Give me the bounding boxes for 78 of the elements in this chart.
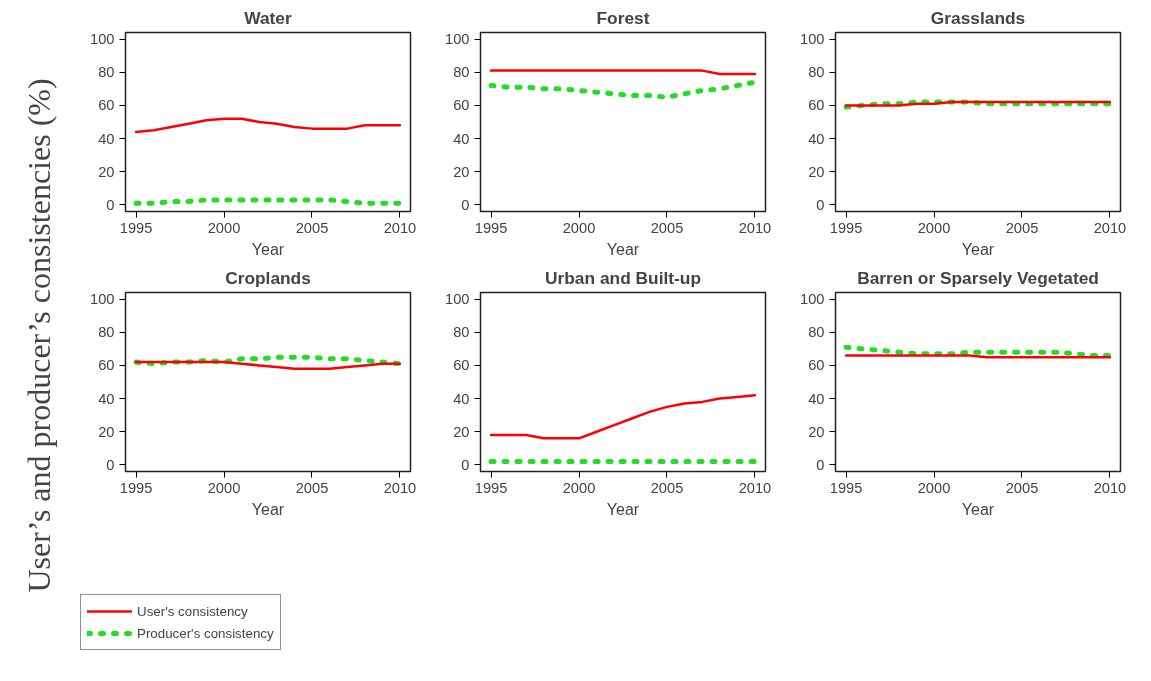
x-tick-label: 1995 [474,479,508,496]
x-tick-label: 2010 [383,479,417,496]
chart-title: Barren or Sparsely Vegetated [857,267,1099,288]
x-tick-label: 2005 [295,219,329,236]
x-axis-title: Year [961,500,995,518]
x-tick-label: 1995 [474,219,508,236]
y-tick-label: 20 [98,423,115,440]
x-tick-label: 1995 [829,479,863,496]
y-tick-label: 80 [98,324,115,341]
legend-label: User's consistency [137,603,248,619]
y-tick-label: 40 [453,390,470,407]
y-tick-label: 0 [816,196,825,213]
legend-label: Producer's consistency [137,625,274,641]
y-tick-label: 80 [453,64,470,81]
y-tick-label: 0 [106,456,115,473]
y-tick-label: 100 [445,291,470,308]
x-tick-label: 2005 [295,479,329,496]
x-tick-label: 2000 [917,219,951,236]
y-axis-title: User’s and producer’s consistencies (%) [21,78,57,593]
x-tick-label: 2010 [1093,219,1127,236]
y-tick-label: 20 [453,163,470,180]
x-axis-title: Year [961,240,995,258]
x-tick-label: 2000 [207,479,241,496]
y-tick-label: 100 [800,291,825,308]
y-tick-label: 100 [445,31,470,48]
x-tick-label: 2010 [383,219,417,236]
x-tick-label: 2005 [1005,479,1039,496]
y-tick-label: 100 [800,31,825,48]
line-series [134,117,402,134]
y-tick-label: 40 [808,130,825,147]
x-tick-label: 1995 [829,219,863,236]
y-tick-label: 0 [461,196,470,213]
chart-title: Grasslands [930,7,1026,28]
y-tick-label: 20 [808,423,825,440]
y-tick-label: 40 [98,130,115,147]
x-tick-label: 2010 [1093,479,1127,496]
y-tick-label: 60 [98,97,115,114]
y-tick-label: 20 [808,163,825,180]
x-tick-label: 2000 [562,219,596,236]
y-tick-label: 80 [808,64,825,81]
x-axis-title: Year [251,240,285,258]
x-tick-label: 2005 [1005,219,1039,236]
x-tick-label: 1995 [119,479,153,496]
y-tick-label: 60 [808,357,825,374]
x-tick-label: 2000 [207,219,241,236]
y-tick-label: 80 [453,324,470,341]
y-tick-label: 20 [453,423,470,440]
x-tick-label: 1995 [119,219,153,236]
x-tick-label: 2005 [650,219,684,236]
y-tick-label: 100 [90,31,115,48]
line-series [489,394,757,440]
x-tick-label: 2000 [562,479,596,496]
y-tick-label: 100 [90,291,115,308]
x-tick-label: 2010 [738,219,772,236]
y-tick-label: 60 [98,357,115,374]
x-axis-title: Year [606,500,640,518]
y-tick-label: 60 [453,357,470,374]
chart-title: Water [244,7,293,28]
x-axis-title: Year [251,500,285,518]
line-series [134,360,402,370]
x-tick-label: 2010 [738,479,772,496]
chart-title: Croplands [225,267,311,288]
y-tick-label: 60 [453,97,470,114]
y-tick-label: 0 [461,456,470,473]
y-tick-label: 20 [98,163,115,180]
x-tick-label: 2005 [650,479,684,496]
y-tick-label: 60 [808,97,825,114]
chart-title: Forest [596,7,650,28]
y-tick-label: 40 [808,390,825,407]
y-tick-label: 0 [816,456,825,473]
y-tick-label: 40 [98,390,115,407]
chart-title: Urban and Built-up [545,267,701,288]
y-tick-label: 80 [808,324,825,341]
y-tick-label: 80 [98,64,115,81]
x-tick-label: 2000 [917,479,951,496]
x-axis-title: Year [606,240,640,258]
y-tick-label: 40 [453,130,470,147]
y-tick-label: 0 [106,196,115,213]
